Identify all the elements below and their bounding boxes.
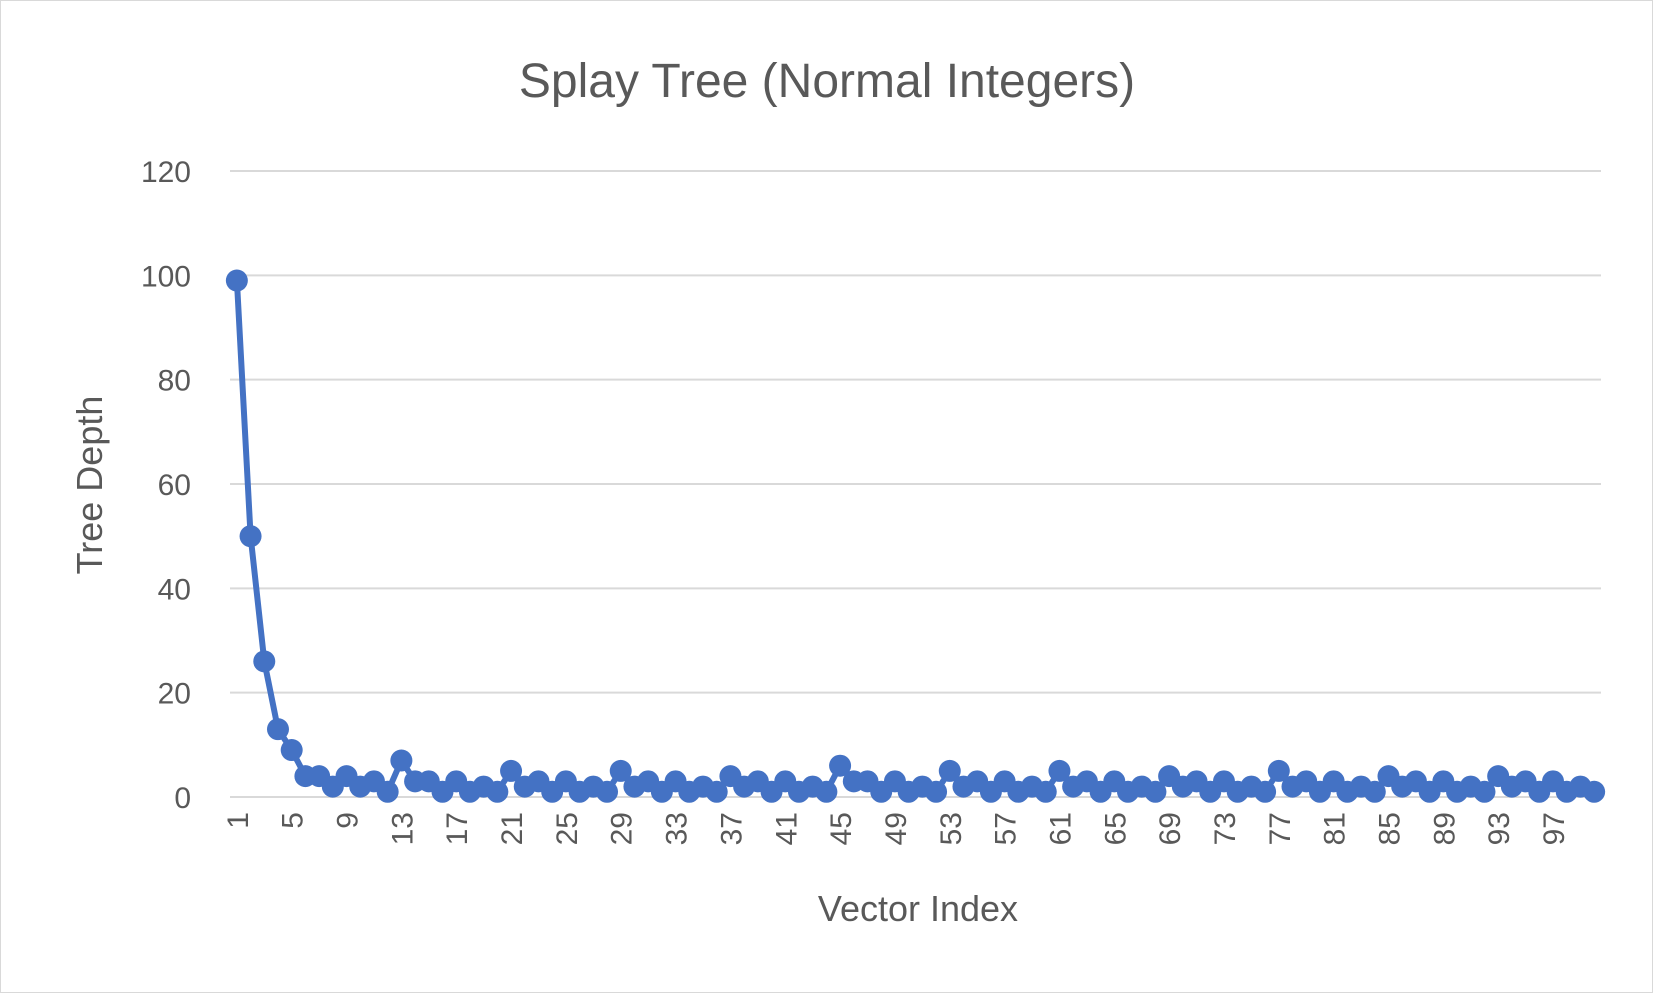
x-tick-label: 85 — [1373, 812, 1406, 845]
data-point — [938, 759, 961, 782]
data-point — [239, 525, 262, 548]
data-point — [815, 780, 838, 803]
y-tick-label: 20 — [158, 678, 191, 711]
y-axis-ticks: 0 20 40 60 80 100 120 — [141, 156, 191, 815]
y-tick-label: 80 — [158, 365, 191, 398]
data-point — [500, 759, 523, 782]
data-point — [1034, 780, 1057, 803]
x-tick-label: 17 — [441, 812, 474, 845]
series-layer — [225, 269, 1606, 803]
x-tick-label: 57 — [990, 812, 1023, 845]
x-tick-label: 21 — [496, 812, 529, 845]
data-point — [925, 780, 948, 803]
x-tick-label: 69 — [1154, 812, 1187, 845]
data-point — [829, 754, 852, 777]
x-tick-label: 29 — [606, 812, 639, 845]
y-tick-label: 60 — [158, 469, 191, 502]
data-point — [596, 780, 619, 803]
x-tick-label: 45 — [825, 812, 858, 845]
x-tick-label: 97 — [1538, 812, 1571, 845]
data-point — [1144, 780, 1167, 803]
y-axis-title: Tree Depth — [69, 396, 110, 575]
x-tick-label: 53 — [935, 812, 968, 845]
data-point — [1048, 759, 1071, 782]
data-point — [1363, 780, 1386, 803]
y-tick-label: 0 — [174, 782, 191, 815]
data-point — [266, 718, 289, 741]
x-tick-label: 37 — [715, 812, 748, 845]
chart-title: Splay Tree (Normal Integers) — [519, 55, 1135, 108]
x-tick-label: 93 — [1483, 812, 1516, 845]
x-tick-label: 81 — [1319, 812, 1352, 845]
data-point — [280, 739, 303, 762]
data-point — [609, 759, 632, 782]
y-tick-label: 100 — [141, 260, 191, 293]
data-point — [253, 650, 276, 673]
x-tick-label: 61 — [1044, 812, 1077, 845]
x-tick-label: 89 — [1428, 812, 1461, 845]
data-point — [1473, 780, 1496, 803]
y-tick-label: 120 — [141, 156, 191, 189]
gridlines — [230, 170, 1601, 798]
data-point — [1254, 780, 1277, 803]
x-tick-label: 1 — [222, 812, 255, 829]
x-axis-ticks: 1 5 9 13 17 21 25 29 33 37 41 45 49 53 57 61 65 69 73 77 81 8… — [222, 812, 1571, 845]
data-point — [1267, 759, 1290, 782]
x-tick-label: 77 — [1264, 812, 1297, 845]
x-tick-label: 25 — [551, 812, 584, 845]
x-tick-label: 49 — [880, 812, 913, 845]
data-point — [390, 749, 413, 772]
x-tick-label: 65 — [1099, 812, 1132, 845]
data-point — [1583, 780, 1606, 803]
series-line — [233, 280, 1596, 795]
data-point — [376, 780, 399, 803]
x-tick-label: 9 — [332, 812, 365, 829]
x-tick-label: 13 — [386, 812, 419, 845]
data-point — [486, 780, 509, 803]
x-tick-label: 5 — [277, 812, 310, 829]
data-point — [225, 269, 248, 292]
x-tick-label: 41 — [770, 812, 803, 845]
y-tick-label: 40 — [158, 573, 191, 606]
x-tick-label: 73 — [1209, 812, 1242, 845]
x-tick-label: 33 — [661, 812, 694, 845]
data-point — [705, 780, 728, 803]
x-axis-title: Vector Index — [818, 888, 1018, 929]
